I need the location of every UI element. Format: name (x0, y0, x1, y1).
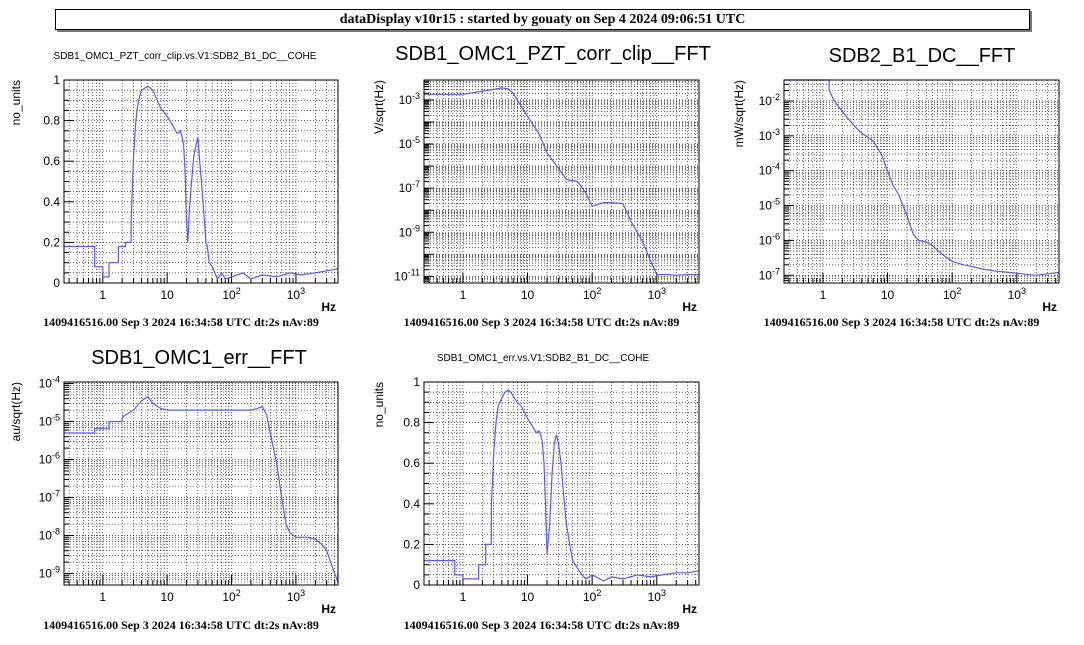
plot-footer: 1409416516.00 Sep 3 2024 16:34:58 UTC dt… (404, 315, 680, 329)
x-tick-label: 1 (820, 288, 827, 302)
plot-panel-3[interactable]: 1 10 102 103 10-7 10-6 10-5 10-4 10-3 10-2 Hz mW/sq… (732, 45, 1060, 329)
plot-area (424, 80, 699, 283)
y-tick-label: 10-7 (39, 489, 60, 505)
y-tick-label: 10-8 (39, 527, 60, 543)
x-axis-label: Hz (321, 602, 336, 616)
x-tick-label: 1 (99, 590, 106, 604)
series-line (64, 395, 339, 583)
x-axis-label: Hz (682, 602, 697, 616)
x-tick-label: 103 (287, 286, 305, 302)
x-tick-label: 103 (648, 588, 666, 604)
x-axis-label: Hz (321, 300, 336, 314)
y-tick-label: 10-3 (759, 127, 780, 143)
series-line (424, 389, 700, 582)
x-tick-label: 102 (583, 286, 601, 302)
y-tick-label: 0.8 (43, 114, 60, 128)
x-tick-label: 1 (99, 288, 106, 302)
y-tick-label: 10-9 (39, 565, 60, 581)
series-line (64, 85, 339, 281)
y-tick-label: 0.6 (43, 154, 60, 168)
plot-frame (63, 381, 339, 586)
chart-title: SDB1_OMC1_err.vs.V1:SDB2_B1_DC__COHE (437, 353, 650, 364)
x-tick-label: 103 (648, 286, 666, 302)
y-tick-label: 10-4 (39, 375, 60, 391)
y-axis-label: no_units (9, 80, 23, 125)
chart-title: SDB1_OMC1_PZT_corr_clip__FFT (395, 43, 711, 65)
x-axis-label: Hz (682, 300, 697, 314)
y-tick-label: 10-7 (759, 266, 780, 282)
plot-footer: 1409416516.00 Sep 3 2024 16:34:58 UTC dt… (404, 618, 680, 632)
plot-panel-5[interactable]: 1 10 102 103 0 0.2 0.4 0.6 0.8 1 Hz no_units SDB1_OM… (372, 353, 700, 632)
grid (64, 80, 338, 283)
y-tick-label: 1 (53, 73, 60, 87)
x-tick-label: 102 (222, 588, 240, 604)
plot-frame (423, 381, 700, 586)
grid (424, 382, 699, 585)
x-tick-label: 102 (222, 286, 240, 302)
plot-frame (63, 79, 339, 284)
y-tick-label: 0 (53, 276, 60, 290)
plot-panel-2[interactable]: 1 10 102 103 10-11 10-9 10-7 10-5 10-3 Hz V/sqrt(H… (372, 43, 711, 329)
y-tick-label: 10-6 (759, 231, 780, 247)
plot-frame (783, 79, 1060, 284)
y-tick-label: 0.4 (403, 497, 420, 511)
x-tick-label: 103 (1008, 286, 1026, 302)
y-tick-label: 0.4 (43, 195, 60, 209)
y-tick-label: 10-11 (394, 267, 420, 283)
y-tick-label: 0.2 (403, 537, 420, 551)
y-tick-label: 10-2 (759, 92, 780, 108)
plot-footer: 1409416516.00 Sep 3 2024 16:34:58 UTC dt… (43, 315, 319, 329)
plot-footer: 1409416516.00 Sep 3 2024 16:34:58 UTC dt… (764, 315, 1040, 329)
x-tick-label: 10 (160, 590, 174, 604)
y-tick-label: 1 (413, 375, 420, 389)
y-axis-label: mW/sqrt(Hz) (732, 80, 746, 147)
plot-panel-4[interactable]: 1 10 102 103 10-9 10-8 10-7 10-6 10-5 10-4 Hz au/sq… (9, 347, 339, 632)
y-tick-label: 0.2 (43, 235, 60, 249)
x-tick-label: 103 (287, 588, 305, 604)
plot-footer: 1409416516.00 Sep 3 2024 16:34:58 UTC dt… (43, 618, 319, 632)
y-tick-label: 0.6 (403, 456, 420, 470)
plot-area (424, 382, 699, 585)
x-tick-label: 10 (521, 288, 535, 302)
grid (64, 382, 338, 585)
x-tick-label: 10 (521, 590, 535, 604)
chart-title: SDB1_OMC1_PZT_corr_clip.vs.V1:SDB2_B1_DC… (54, 51, 317, 62)
y-tick-label: 0 (413, 578, 420, 592)
x-tick-label: 1 (460, 288, 467, 302)
chart-title: SDB1_OMC1_err__FFT (91, 347, 307, 369)
chart-title: SDB2_B1_DC__FFT (829, 45, 1016, 67)
grid (424, 80, 699, 283)
x-tick-label: 10 (160, 288, 174, 302)
plot-panel-1[interactable]: 1 10 102 103 0 0.2 0.4 0.6 0.8 1 Hz no_units SDB1_OM… (9, 51, 339, 329)
series-line (424, 87, 699, 277)
y-tick-label: 10-9 (399, 223, 420, 239)
y-tick-label: 0.8 (403, 416, 420, 430)
y-tick-label: 10-6 (39, 451, 60, 467)
x-tick-label: 1 (460, 590, 467, 604)
series-line (784, 79, 1060, 276)
plot-area (784, 80, 1059, 283)
x-tick-label: 102 (583, 588, 601, 604)
y-tick-label: 10-5 (399, 135, 420, 151)
x-tick-label: 10 (881, 288, 895, 302)
y-tick-label: 10-7 (399, 179, 420, 195)
x-tick-label: 102 (943, 286, 961, 302)
window-title-bar: dataDisplay v10r15 : started by gouaty o… (55, 9, 1030, 30)
y-tick-label: 10-5 (39, 413, 60, 429)
y-axis-label: au/sqrt(Hz) (9, 382, 23, 441)
y-tick-label: 10-5 (759, 197, 780, 213)
y-axis-label: no_units (372, 382, 386, 427)
x-axis-label: Hz (1042, 300, 1057, 314)
plot-area (64, 382, 338, 585)
y-axis-label: V/sqrt(Hz) (372, 80, 386, 134)
plot-frame (423, 79, 700, 284)
y-tick-label: 10-4 (759, 162, 780, 178)
y-tick-label: 10-3 (399, 91, 420, 107)
